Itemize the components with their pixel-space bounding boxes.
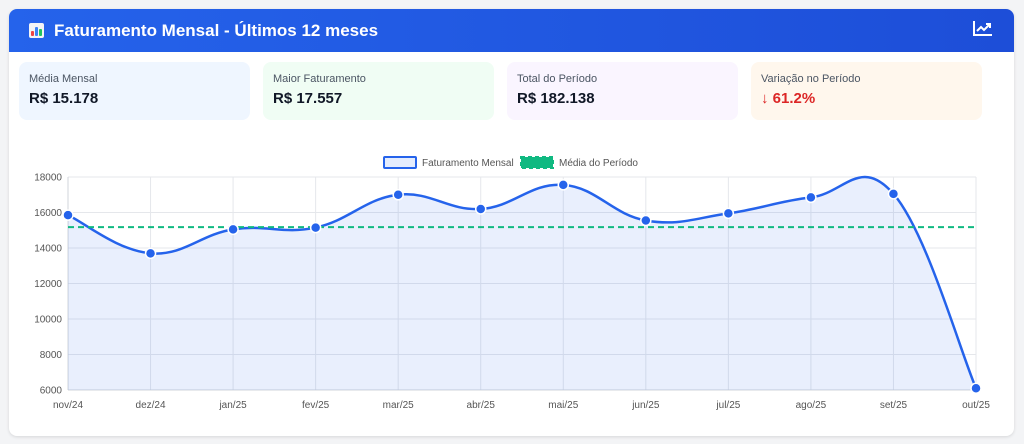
legend-label-media: Média do Período: [559, 158, 638, 169]
data-point: [970, 382, 982, 394]
x-tick-label: dez/24: [136, 400, 166, 411]
x-tick-label: mai/25: [548, 400, 578, 411]
data-point: [557, 179, 570, 191]
x-tick-label: fev/25: [302, 400, 330, 411]
data-point: [309, 221, 322, 234]
stat-label: Maior Faturamento: [273, 73, 366, 85]
x-tick-label: jan/25: [218, 400, 247, 411]
data-point: [62, 209, 74, 221]
x-tick-label: jul/25: [715, 400, 740, 411]
legend-swatch-media: [520, 156, 554, 169]
y-tick-label: 10000: [34, 315, 62, 326]
header-left: Faturamento Mensal - Últimos 12 meses: [29, 21, 378, 41]
stat-card-average: Média Mensal R$ 15.178: [19, 62, 250, 120]
y-tick-label: 18000: [34, 173, 62, 184]
bar-chart-icon: [29, 23, 44, 38]
stat-value: R$ 17.557: [273, 90, 343, 107]
x-tick-label: out/25: [962, 400, 990, 411]
data-point: [144, 247, 157, 260]
data-point: [227, 223, 239, 236]
data-point: [392, 189, 404, 201]
y-tick-label: 14000: [34, 244, 62, 255]
stat-label: Média Mensal: [29, 73, 98, 85]
y-tick-label: 8000: [40, 350, 63, 361]
trending-up-icon: [972, 19, 994, 42]
card-header: Faturamento Mensal - Últimos 12 meses: [9, 9, 1014, 52]
x-tick-label: nov/24: [53, 400, 83, 411]
stat-card-total: Total do Período R$ 182.138: [507, 62, 738, 120]
page-title: Faturamento Mensal - Últimos 12 meses: [54, 20, 379, 40]
x-tick-label: jun/25: [631, 400, 660, 411]
data-point: [474, 203, 487, 215]
stat-value: R$ 15.178: [29, 90, 99, 107]
data-point: [722, 207, 735, 220]
data-point: [887, 188, 900, 200]
y-tick-label: 12000: [34, 279, 62, 290]
x-tick-label: mar/25: [383, 400, 415, 411]
series-area-fill: [68, 176, 976, 390]
revenue-line-chart: 6000 8000 10000 12000 14000 16000 18000 nov/24 d…: [34, 156, 990, 411]
data-point: [805, 191, 817, 204]
x-tick-label: abr/25: [467, 400, 496, 411]
stat-value: ↓ 61.2%: [761, 90, 816, 107]
legend-label-faturamento: Faturamento Mensal: [422, 158, 514, 169]
stats-row: Média Mensal R$ 15.178 Maior Faturamento…: [19, 62, 982, 120]
y-tick-label: 6000: [40, 386, 63, 397]
data-point: [640, 214, 652, 227]
x-tick-label: ago/25: [796, 400, 827, 411]
stat-card-max: Maior Faturamento R$ 17.557: [263, 62, 494, 120]
x-tick-label: set/25: [880, 400, 908, 411]
y-tick-label: 16000: [34, 208, 62, 219]
stat-label: Variação no Período: [761, 73, 861, 85]
legend-swatch-faturamento: [383, 156, 417, 169]
stat-value: R$ 182.138: [517, 90, 595, 107]
stat-card-variation: Variação no Período ↓ 61.2%: [751, 62, 982, 120]
stat-label: Total do Período: [517, 73, 598, 85]
